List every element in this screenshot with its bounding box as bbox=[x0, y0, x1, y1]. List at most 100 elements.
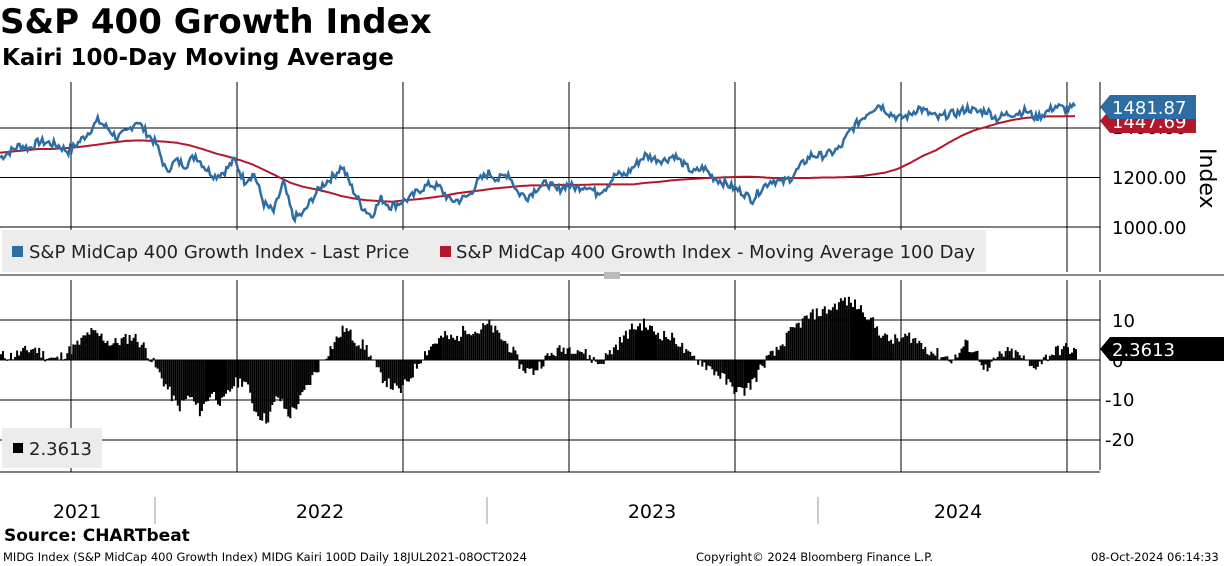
kairi-bar bbox=[994, 358, 997, 360]
kairi-bar bbox=[44, 360, 47, 362]
legend-swatch-kairi bbox=[13, 443, 23, 453]
kairi-bar bbox=[651, 326, 653, 360]
kairi-bar bbox=[864, 316, 866, 360]
kairi-bar bbox=[1032, 360, 1035, 368]
kairi-bar bbox=[502, 340, 505, 360]
kairi-bar bbox=[799, 327, 802, 360]
kairi-bar bbox=[663, 330, 666, 360]
kairi-bar bbox=[930, 351, 933, 360]
kairi-bar bbox=[341, 325, 344, 360]
kairi-bar bbox=[136, 341, 139, 360]
legend-label-kairi: 2.3613 bbox=[29, 439, 92, 460]
kairi-bar bbox=[622, 335, 625, 360]
kairi-bar bbox=[679, 346, 682, 360]
kairi-bar bbox=[538, 360, 541, 362]
kairi-bar bbox=[665, 337, 668, 360]
kairi-bar bbox=[886, 334, 889, 360]
kairi-bar bbox=[600, 360, 603, 364]
kairi-bar bbox=[916, 343, 919, 360]
kairi-bar bbox=[721, 360, 724, 373]
kairi-bar bbox=[211, 360, 213, 394]
kairi-bar bbox=[285, 360, 288, 410]
kairi-bar bbox=[134, 333, 137, 360]
kairi-bar bbox=[417, 360, 420, 364]
kairi-bar bbox=[978, 360, 981, 362]
kairi-bar bbox=[428, 350, 430, 360]
kairi-bar bbox=[464, 330, 467, 360]
kairi-bar bbox=[317, 360, 320, 373]
kairi-bar bbox=[257, 360, 260, 417]
kairi-bar bbox=[303, 360, 306, 390]
kairi-bar bbox=[922, 349, 925, 360]
kairi-bar bbox=[761, 360, 764, 366]
kairi-bar bbox=[972, 352, 975, 360]
kairi-bar bbox=[858, 308, 860, 360]
kairi-bar bbox=[1014, 350, 1017, 360]
kairi-bar bbox=[96, 333, 99, 360]
kairi-bar bbox=[18, 355, 21, 360]
kairi-bar bbox=[526, 360, 529, 369]
kairi-bar bbox=[522, 360, 525, 371]
kairi-bar bbox=[213, 360, 215, 392]
kairi-bar bbox=[0, 354, 2, 360]
kairi-bar bbox=[637, 326, 639, 360]
x-tick-label-2023: 2023 bbox=[628, 501, 676, 523]
kairi-bar bbox=[277, 360, 280, 398]
kairi-bar bbox=[554, 356, 557, 360]
kairi-bar bbox=[442, 337, 445, 360]
kairi-bar bbox=[1018, 355, 1021, 360]
kairi-bar bbox=[247, 360, 250, 385]
kairi-bar bbox=[16, 350, 19, 360]
kairi-bar bbox=[162, 360, 165, 387]
kairi-bar bbox=[454, 339, 457, 360]
panel-resize-handle[interactable] bbox=[604, 272, 620, 279]
kairi-bar bbox=[850, 302, 852, 360]
kairi-bar bbox=[102, 340, 105, 360]
kairi-bar bbox=[1071, 352, 1073, 360]
kairi-bar bbox=[142, 342, 145, 360]
kairi-bar bbox=[249, 360, 252, 393]
kairi-bar bbox=[739, 360, 742, 388]
kairi-bar bbox=[215, 360, 217, 400]
kairi-bar bbox=[4, 358, 6, 360]
kairi-bar bbox=[1067, 347, 1069, 360]
kairi-bar bbox=[785, 332, 788, 360]
kairi-bar bbox=[876, 326, 879, 360]
kairi-bar bbox=[645, 327, 647, 360]
kairi-bar bbox=[486, 323, 489, 360]
kairi-bar bbox=[174, 360, 177, 401]
kairi-bar bbox=[1034, 360, 1037, 370]
kairi-last-value-tag: 2.3613 bbox=[1100, 337, 1224, 361]
kairi-bar bbox=[624, 330, 627, 360]
kairi-bar bbox=[592, 357, 595, 360]
kairi-bar bbox=[1012, 357, 1015, 360]
kairi-bar bbox=[184, 360, 187, 400]
kairi-bar bbox=[649, 325, 651, 360]
kairi-bar bbox=[8, 359, 10, 360]
kairi-bar bbox=[387, 360, 390, 379]
kairi-bar bbox=[878, 335, 881, 360]
kairi-bar bbox=[1052, 355, 1055, 360]
kairi-bar bbox=[70, 354, 73, 360]
kairi-bar bbox=[641, 330, 643, 360]
kairi-bar bbox=[383, 360, 386, 381]
kairi-bar bbox=[335, 336, 338, 360]
kairi-bar bbox=[671, 332, 674, 360]
kairi-bar bbox=[323, 359, 326, 361]
kairi-bar bbox=[496, 330, 499, 360]
kairi-bar bbox=[1026, 360, 1029, 361]
source-label: Source: CHARTbeat bbox=[4, 526, 190, 546]
kairi-bar bbox=[717, 360, 720, 376]
kairi-bar bbox=[667, 339, 670, 360]
kairi-bar bbox=[484, 325, 487, 360]
kairi-bar bbox=[170, 360, 173, 402]
kairi-bar bbox=[775, 346, 778, 360]
kairi-bar bbox=[462, 325, 465, 360]
kairi-bar bbox=[60, 352, 63, 360]
kairi-bar bbox=[52, 357, 55, 360]
kairi-bar bbox=[182, 360, 185, 401]
kairi-bar bbox=[391, 360, 394, 390]
kairi-bar bbox=[245, 360, 248, 383]
kairi-bar bbox=[817, 316, 820, 360]
